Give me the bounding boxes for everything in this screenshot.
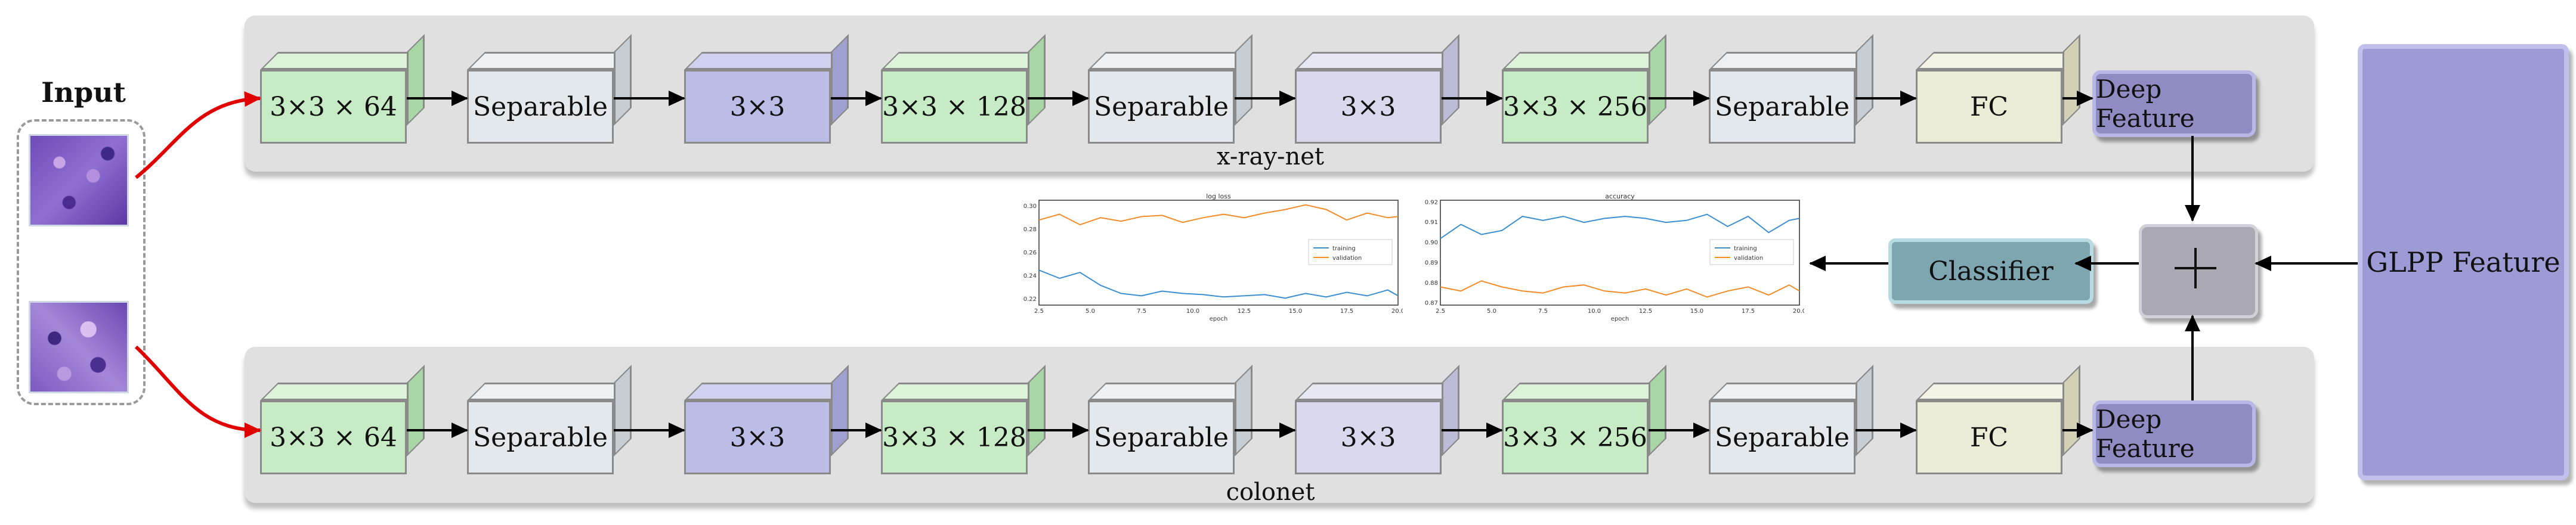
y-tick-label: 0.92 <box>1425 199 1438 206</box>
y-tick-label: 0.91 <box>1425 219 1438 226</box>
input-image-xray <box>29 134 129 226</box>
bottom-conv-block-128: 3×3 × 128 <box>881 365 1046 474</box>
bottom-pool-block-1: 3×3 <box>684 365 849 474</box>
x-axis-label: epoch <box>1611 316 1629 322</box>
y-tick-label: 0.26 <box>1023 250 1037 256</box>
legend-label: training <box>1734 246 1757 252</box>
log-loss-chart: log loss 2.5 5.0 7.5 10.0 12.5 15.0 17.5 20.0 0.2… <box>1015 192 1403 324</box>
top-fc-block: FC <box>1916 34 2080 144</box>
x-tick-label: 5.0 <box>1086 308 1095 315</box>
x-axis-label: epoch <box>1210 316 1227 322</box>
input-image-colon <box>29 301 129 393</box>
legend-box <box>1308 239 1393 265</box>
bottom-pool-block-2: 3×3 <box>1295 365 1459 474</box>
x-tick-label: 12.5 <box>1639 308 1652 315</box>
y-tick-label: 0.22 <box>1023 296 1037 303</box>
bottom-separable-block-2: Separable <box>1088 365 1253 474</box>
top-pool-block-1: 3×3 <box>684 34 849 144</box>
xray-net-label: x-ray-net <box>1217 143 1324 170</box>
y-tick-label: 0.90 <box>1425 240 1438 246</box>
chart-title: accuracy <box>1605 192 1635 200</box>
top-deep-feature: Deep Feature <box>2092 70 2256 137</box>
top-conv-block-128: 3×3 × 128 <box>881 34 1046 144</box>
input-frame <box>17 119 146 405</box>
legend-label: training <box>1332 246 1356 252</box>
y-tick-label: 0.30 <box>1023 203 1037 210</box>
x-tick-label: 12.5 <box>1238 308 1251 315</box>
x-tick-label: 10.0 <box>1186 308 1199 315</box>
top-separable-block-2: Separable <box>1088 34 1253 144</box>
series-line-validation <box>1038 204 1399 226</box>
legend-box <box>1709 239 1794 265</box>
x-tick-label: 5.0 <box>1487 308 1496 315</box>
series-line-training <box>1440 213 1800 240</box>
legend-label: validation <box>1734 255 1763 262</box>
x-tick-label: 15.0 <box>1289 308 1302 315</box>
x-tick-label: 2.5 <box>1034 308 1044 315</box>
bottom-separable-block-1: Separable <box>467 365 632 474</box>
accuracy-chart: accuracy 2.5 5.0 7.5 10.0 12.5 15.0 17.5 20.0 0.8… <box>1417 192 1804 324</box>
colonet-label: colonet <box>1226 479 1315 506</box>
bottom-fc-block: FC <box>1916 365 2080 474</box>
top-conv-block-64: 3×3 × 64 <box>260 34 425 144</box>
bottom-conv-block-64: 3×3 × 64 <box>260 365 425 474</box>
glpp-feature: GLPP Feature <box>2358 44 2569 480</box>
top-separable-block-3: Separable <box>1709 34 1873 144</box>
x-tick-label: 17.5 <box>1340 308 1353 315</box>
series-line-training <box>1038 269 1399 299</box>
x-tick-label: 20.0 <box>1793 308 1804 315</box>
y-tick-label: 0.28 <box>1023 226 1037 233</box>
x-tick-label: 7.5 <box>1137 308 1146 315</box>
y-tick-label: 0.89 <box>1425 260 1438 266</box>
y-tick-label: 0.87 <box>1425 300 1438 307</box>
input-title: Input <box>41 76 126 108</box>
bottom-deep-feature: Deep Feature <box>2092 400 2256 467</box>
y-tick-label: 0.88 <box>1425 280 1438 287</box>
classifier: Classifier <box>1888 238 2093 304</box>
x-tick-label: 7.5 <box>1538 308 1548 315</box>
bottom-separable-block-3: Separable <box>1709 365 1873 474</box>
top-pool-block-2: 3×3 <box>1295 34 1459 144</box>
y-tick-label: 0.24 <box>1023 273 1037 279</box>
series-line-validation <box>1440 280 1800 298</box>
x-tick-label: 2.5 <box>1436 308 1445 315</box>
x-tick-label: 10.0 <box>1588 308 1601 315</box>
top-conv-block-256: 3×3 × 256 <box>1502 34 1666 144</box>
top-separable-block-1: Separable <box>467 34 632 144</box>
x-tick-label: 17.5 <box>1742 308 1755 315</box>
x-tick-label: 20.0 <box>1391 308 1403 315</box>
bottom-conv-block-256: 3×3 × 256 <box>1502 365 1666 474</box>
plot-frame <box>1038 200 1399 306</box>
legend-label: validation <box>1332 255 1362 262</box>
chart-title: log loss <box>1206 192 1231 200</box>
fusion-node <box>2139 224 2258 318</box>
x-tick-label: 15.0 <box>1690 308 1703 315</box>
plot-frame <box>1440 200 1800 306</box>
